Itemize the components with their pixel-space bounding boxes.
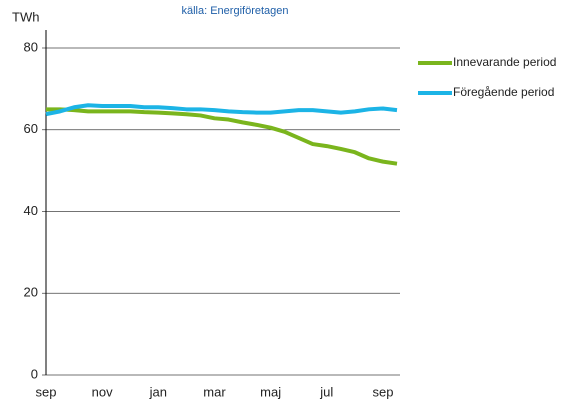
- y-tick-label: 60: [24, 121, 38, 136]
- x-tick-label: sep: [36, 384, 57, 399]
- y-tick-label: 40: [24, 203, 38, 218]
- series-line: [46, 107, 398, 166]
- x-tick-label: jan: [149, 384, 167, 399]
- legend-label: Föregående period: [453, 85, 554, 99]
- x-tick-label: jul: [319, 384, 333, 399]
- x-tick-label: sep: [372, 384, 393, 399]
- x-tick-label: mar: [203, 384, 226, 399]
- series-line: [45, 103, 398, 117]
- y-axis-label: TWh: [12, 9, 39, 24]
- legend-label: Innevarande period: [453, 55, 556, 69]
- y-tick-label: 0: [31, 366, 38, 381]
- x-tick-label: nov: [92, 384, 113, 399]
- y-tick-label: 20: [24, 285, 38, 300]
- y-tick-label: 80: [24, 39, 38, 54]
- x-tick-label: maj: [260, 384, 281, 399]
- chart-subtitle: källa: Energiföretagen: [181, 5, 288, 17]
